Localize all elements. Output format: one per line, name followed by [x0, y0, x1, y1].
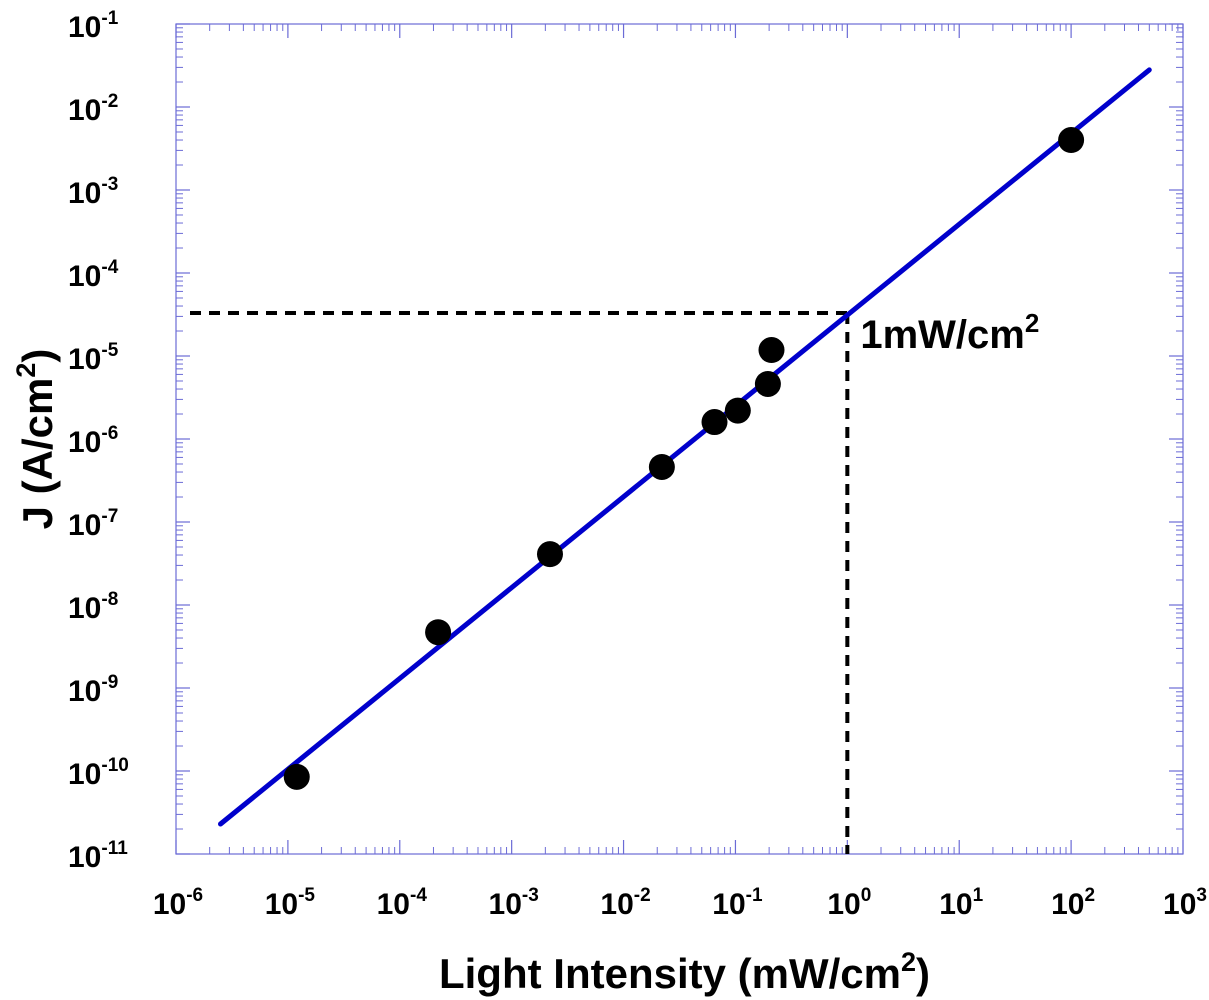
y-tick-label: 10-11	[68, 838, 128, 874]
data-point	[425, 619, 452, 646]
x-tick-labels: 10-6 10-5 10-4 10-3 10-2 10-1 100 101 102 103	[153, 885, 1207, 921]
y-tick-label: 10-4	[68, 257, 119, 293]
major-ticks	[175, 23, 1184, 855]
x-tick-label: 10-3	[489, 885, 539, 921]
x-axis-title: Light Intensity (mW/cm2)	[439, 947, 930, 997]
minor-ticks	[176, 24, 1183, 854]
plot-frame	[175, 23, 1184, 855]
data-point	[758, 337, 785, 364]
data-point	[754, 370, 781, 397]
y-tick-label: 10-1	[68, 8, 119, 44]
y-tick-label: 10-10	[68, 755, 129, 791]
data-point	[283, 763, 310, 790]
x-tick-label: 103	[1163, 885, 1207, 921]
y-tick-label: 10-6	[68, 423, 118, 459]
data-point	[1058, 127, 1085, 154]
y-tick-label: 10-7	[68, 506, 118, 542]
data-point	[724, 397, 751, 424]
reference-label: 1mW/cm2	[860, 308, 1039, 357]
fit-line-group	[218, 67, 1152, 827]
y-axis-title: J (A/cm2)	[11, 349, 61, 530]
data-point	[701, 409, 728, 436]
x-tick-label: 10-2	[600, 885, 650, 921]
data-point	[536, 541, 563, 568]
fit-line	[218, 67, 1152, 827]
x-tick-label: 10-6	[153, 885, 203, 921]
x-tick-label: 101	[939, 885, 983, 921]
y-tick-label: 10-5	[68, 340, 119, 376]
x-tick-label: 10-4	[377, 885, 428, 921]
data-points	[283, 127, 1085, 790]
x-tick-label: 10-5	[265, 885, 316, 921]
x-tick-label: 10-1	[712, 885, 763, 921]
data-point	[648, 453, 675, 480]
y-tick-label: 10-8	[68, 589, 118, 625]
y-tick-label: 10-3	[68, 174, 118, 210]
x-tick-label: 102	[1051, 885, 1095, 921]
x-tick-label: 100	[827, 885, 871, 921]
y-tick-labels: 10-11 10-10 10-9 10-8 10-7 10-6 10-5 10-4 10-3 10…	[68, 8, 129, 874]
y-tick-label: 10-9	[68, 672, 118, 708]
y-tick-label: 10-2	[68, 91, 118, 127]
reference-lines	[190, 310, 850, 854]
